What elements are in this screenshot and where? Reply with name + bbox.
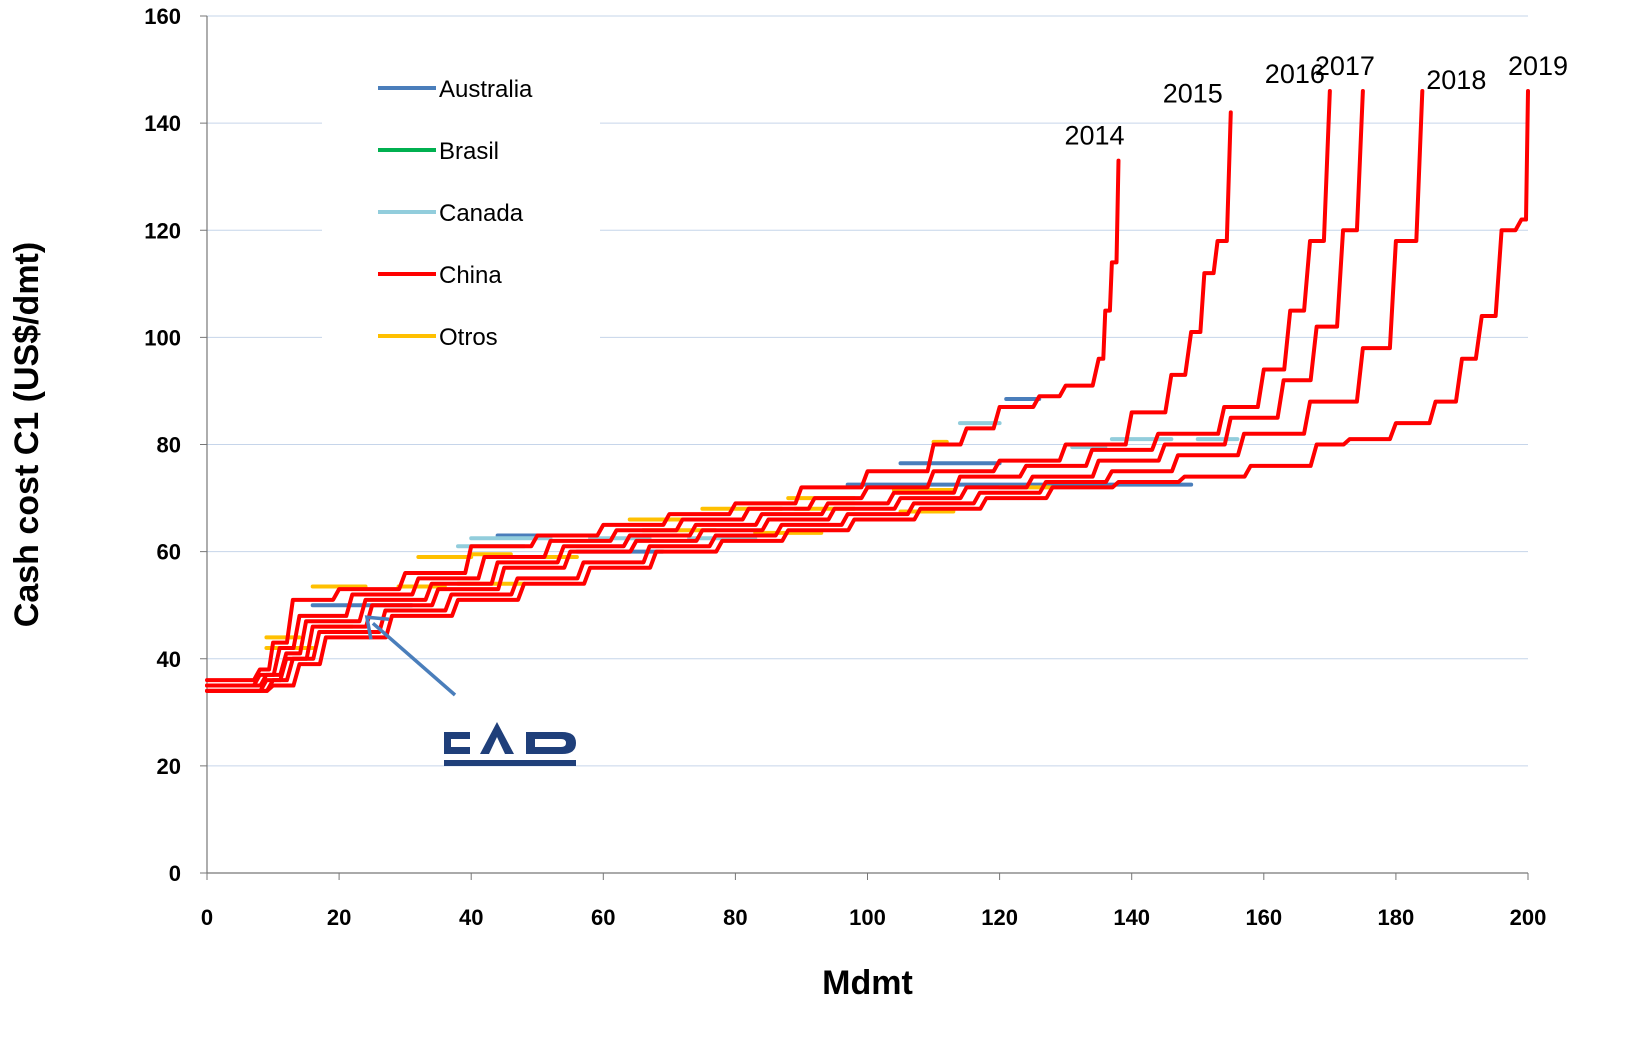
y-tick-label: 20	[157, 754, 181, 779]
curve-2018	[205, 88, 1425, 693]
cap-logo	[444, 722, 576, 766]
year-label-2014: 2014	[1064, 121, 1124, 151]
x-tick-label: 120	[981, 905, 1018, 930]
y-tick-label: 120	[144, 218, 181, 243]
legend-label-canada: Canada	[439, 200, 524, 227]
legend-label-china: China	[439, 262, 502, 289]
curve-2014	[205, 158, 1121, 683]
cap-logo-bar	[444, 760, 576, 766]
curve-2017	[205, 88, 1365, 693]
x-tick-label: 60	[591, 905, 615, 930]
curve-2016	[205, 88, 1332, 688]
cap-logo-c	[444, 732, 470, 754]
x-tick-labels: 0 20 40 60 80 100 120 140 160 180 200	[201, 905, 1546, 930]
year-curves	[205, 88, 1530, 693]
y-tick-label: 60	[157, 540, 181, 565]
pointer-arrow-shaft	[371, 621, 457, 697]
cap-pointer	[364, 615, 576, 766]
x-tick-label: 80	[723, 905, 747, 930]
legend: Australia Brasil Canada China Otros	[322, 60, 600, 365]
curve-2019	[205, 88, 1530, 693]
y-tick-label: 100	[144, 325, 181, 350]
year-label-2019: 2019	[1508, 51, 1568, 81]
axes	[206, 16, 1528, 874]
y-tick-labels: 0 20 40 60 80 100 120 140 160	[144, 4, 181, 886]
x-tick-label: 200	[1510, 905, 1547, 930]
y-tick-label: 160	[144, 4, 181, 29]
year-label-2015: 2015	[1163, 78, 1223, 108]
y-tick-label: 40	[157, 647, 181, 672]
year-label-2018: 2018	[1426, 65, 1486, 95]
pointer-arrow-head	[364, 615, 390, 640]
x-tick-label: 40	[459, 905, 483, 930]
y-tick-label: 140	[144, 111, 181, 136]
cap-logo-p	[526, 732, 576, 754]
x-tick-label: 0	[201, 905, 213, 930]
x-axis-title: Mdmt	[822, 964, 913, 1002]
x-tick-label: 100	[849, 905, 886, 930]
legend-label-australia: Australia	[439, 76, 533, 103]
cap-logo-a	[480, 722, 514, 754]
x-tick-label: 140	[1113, 905, 1150, 930]
y-tick-label: 80	[157, 433, 181, 458]
y-tick-label: 0	[169, 861, 181, 886]
x-tick-label: 160	[1245, 905, 1282, 930]
y-axis-title: Cash cost C1 (US$/dmt)	[8, 242, 46, 627]
x-tick-label: 20	[327, 905, 351, 930]
x-tick-label: 180	[1378, 905, 1415, 930]
legend-box	[322, 60, 600, 365]
year-label-2017: 2017	[1315, 51, 1375, 81]
legend-label-otros: Otros	[439, 324, 498, 351]
legend-label-brasil: Brasil	[439, 138, 499, 165]
curve-2015	[205, 110, 1233, 688]
year-label-2016: 2016	[1265, 59, 1325, 89]
